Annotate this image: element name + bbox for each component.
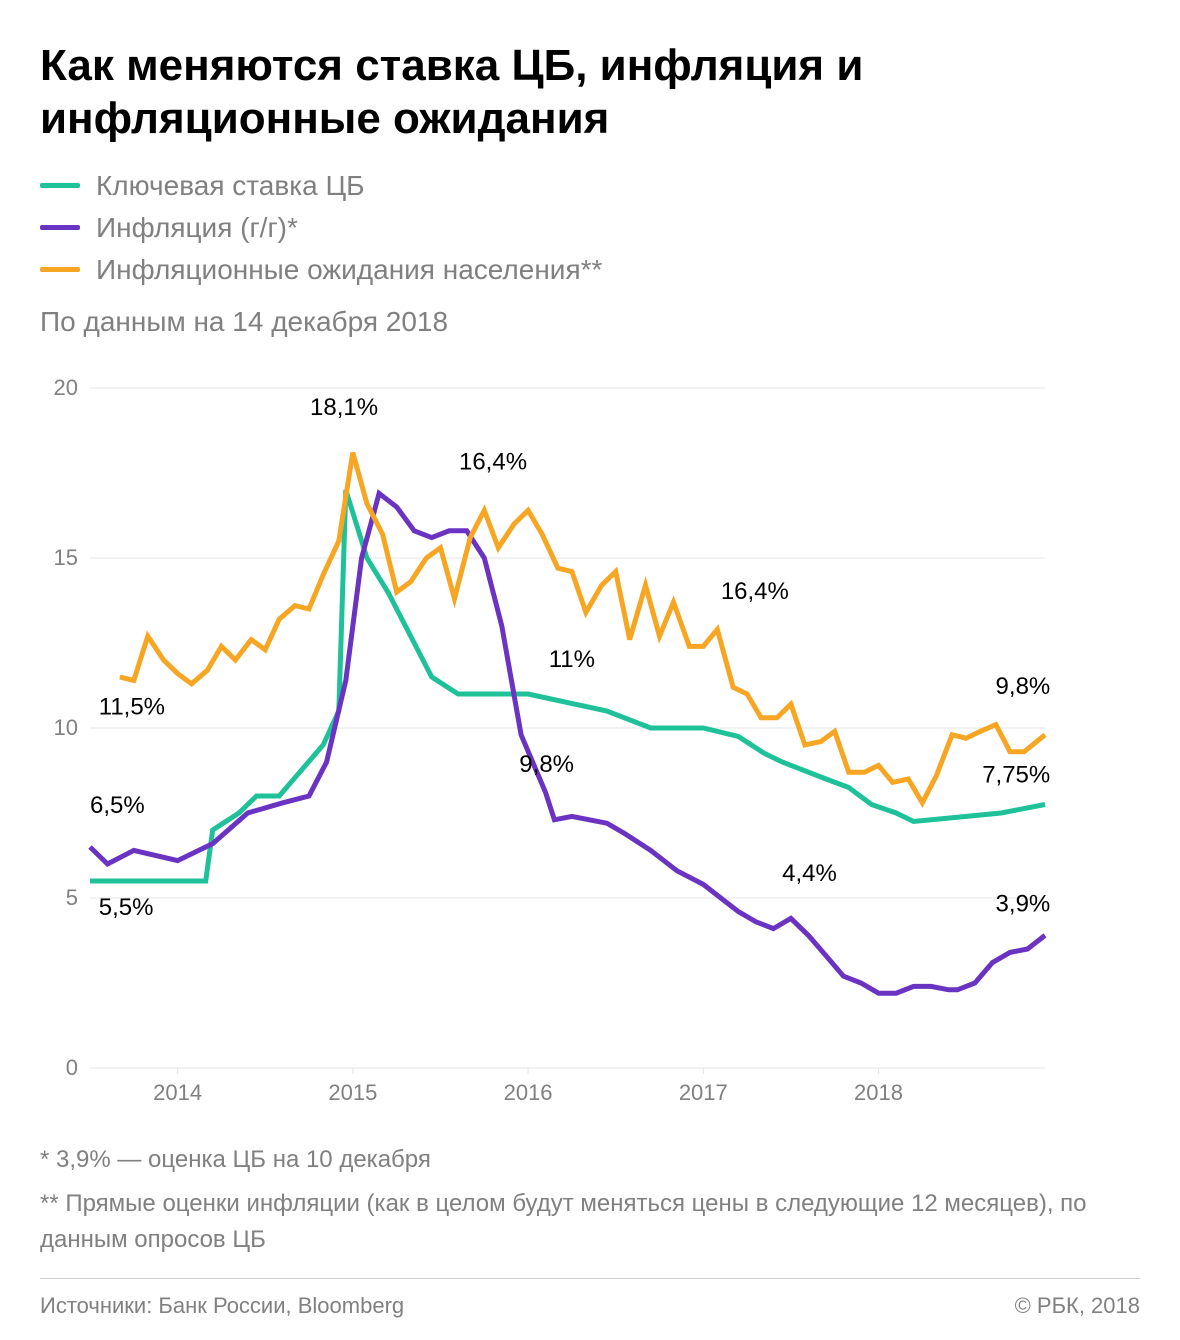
footnote-2: ** Прямые оценки инфляции (как в целом б… <box>40 1186 1140 1258</box>
svg-text:18,1%: 18,1% <box>310 394 378 421</box>
svg-text:2014: 2014 <box>153 1080 202 1105</box>
legend-swatch <box>40 225 80 230</box>
legend-label: Инфляция (г/г)* <box>96 212 298 244</box>
copyright-label: © РБК, 2018 <box>1015 1293 1140 1319</box>
sources-label: Источники: Банк России, Bloomberg <box>40 1293 404 1319</box>
legend-item-inflation: Инфляция (г/г)* <box>40 212 1140 244</box>
svg-text:10: 10 <box>54 715 78 740</box>
legend-swatch <box>40 267 80 272</box>
svg-text:20: 20 <box>54 375 78 400</box>
legend-swatch <box>40 183 80 188</box>
svg-text:7,75%: 7,75% <box>982 761 1050 788</box>
svg-text:9,8%: 9,8% <box>519 751 574 778</box>
svg-text:5,5%: 5,5% <box>99 894 154 921</box>
svg-text:4,4%: 4,4% <box>782 860 837 887</box>
svg-text:2018: 2018 <box>854 1080 903 1105</box>
line-chart: 0 5 10 15 20 2014 2015 2016 2017 2018 18,1% 16,4% 16… <box>40 368 1140 1118</box>
svg-text:11%: 11% <box>549 645 595 672</box>
svg-text:2015: 2015 <box>328 1080 377 1105</box>
chart-title: Как меняются ставка ЦБ, инфляция и инфля… <box>40 40 1140 146</box>
svg-text:2017: 2017 <box>679 1080 728 1105</box>
footnotes: * 3,9% — оценка ЦБ на 10 декабря ** Прям… <box>40 1142 1140 1258</box>
legend-item-key-rate: Ключевая ставка ЦБ <box>40 170 1140 202</box>
svg-text:9,8%: 9,8% <box>996 673 1051 700</box>
footer-divider <box>40 1278 1140 1279</box>
svg-text:3,9%: 3,9% <box>996 890 1051 917</box>
chart-subtitle: По данным на 14 декабря 2018 <box>40 306 1140 338</box>
svg-text:2016: 2016 <box>504 1080 553 1105</box>
svg-text:16,4%: 16,4% <box>459 448 527 475</box>
footnote-1: * 3,9% — оценка ЦБ на 10 декабря <box>40 1142 1140 1178</box>
svg-text:15: 15 <box>54 545 78 570</box>
footer: Источники: Банк России, Bloomberg © РБК,… <box>40 1293 1140 1319</box>
legend-label: Инфляционные ожидания населения** <box>96 254 602 286</box>
legend-label: Ключевая ставка ЦБ <box>96 170 365 202</box>
svg-text:11,5%: 11,5% <box>99 693 165 720</box>
chart-svg: 0 5 10 15 20 2014 2015 2016 2017 2018 18,1% 16,4% 16… <box>40 368 1140 1118</box>
legend: Ключевая ставка ЦБ Инфляция (г/г)* Инфля… <box>40 170 1140 286</box>
svg-text:6,5%: 6,5% <box>90 792 145 819</box>
svg-text:5: 5 <box>66 885 78 910</box>
legend-item-expectations: Инфляционные ожидания населения** <box>40 254 1140 286</box>
svg-text:0: 0 <box>66 1055 78 1080</box>
svg-text:16,4%: 16,4% <box>721 577 789 604</box>
